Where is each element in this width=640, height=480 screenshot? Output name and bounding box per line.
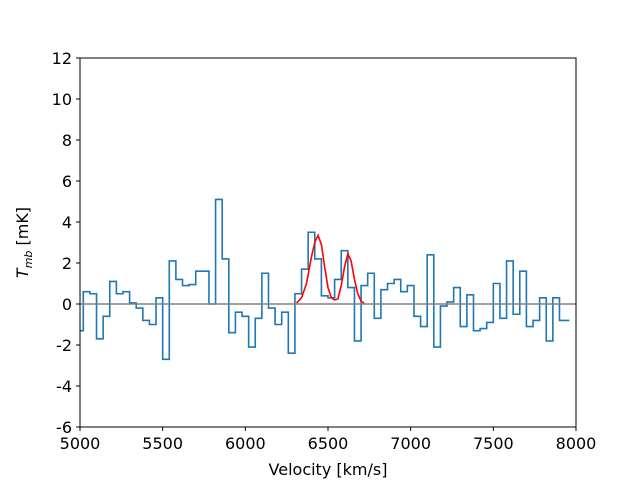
y-tick-label: 8 (62, 131, 72, 150)
y-tick-label: -6 (56, 418, 72, 437)
x-tick-label: 5000 (60, 434, 101, 453)
x-tick-label: 7500 (473, 434, 514, 453)
x-tick-label: 8000 (556, 434, 597, 453)
y-axis-ticks: -6 -4 -2 0 2 4 6 8 10 12 (52, 49, 80, 437)
y-axis-label-sub: mb (22, 251, 35, 269)
y-axis-label-unit: [mK] (13, 207, 32, 251)
x-tick-label: 7000 (390, 434, 431, 453)
y-tick-label: 0 (62, 295, 72, 314)
y-tick-label: 12 (52, 49, 72, 68)
x-axis-label: Velocity [km/s] (269, 460, 388, 479)
plot-area (80, 198, 576, 361)
y-tick-label: 10 (52, 90, 72, 109)
x-tick-label: 5500 (142, 434, 183, 453)
y-tick-label: 6 (62, 172, 72, 191)
y-tick-label: -4 (56, 377, 72, 396)
y-tick-label: 2 (62, 254, 72, 273)
gaussian-fit-line (296, 233, 365, 305)
spectrum-line (80, 198, 570, 361)
x-tick-label: 6500 (308, 434, 349, 453)
x-tick-label: 6000 (225, 434, 266, 453)
y-axis-label: Tmb [mK] (13, 207, 35, 278)
y-tick-label: 4 (62, 213, 72, 232)
y-axis-label-main: T (13, 267, 32, 278)
x-axis-ticks: 5000 5500 6000 6500 7000 7500 8000 (60, 427, 597, 453)
y-tick-label: -2 (56, 336, 72, 355)
